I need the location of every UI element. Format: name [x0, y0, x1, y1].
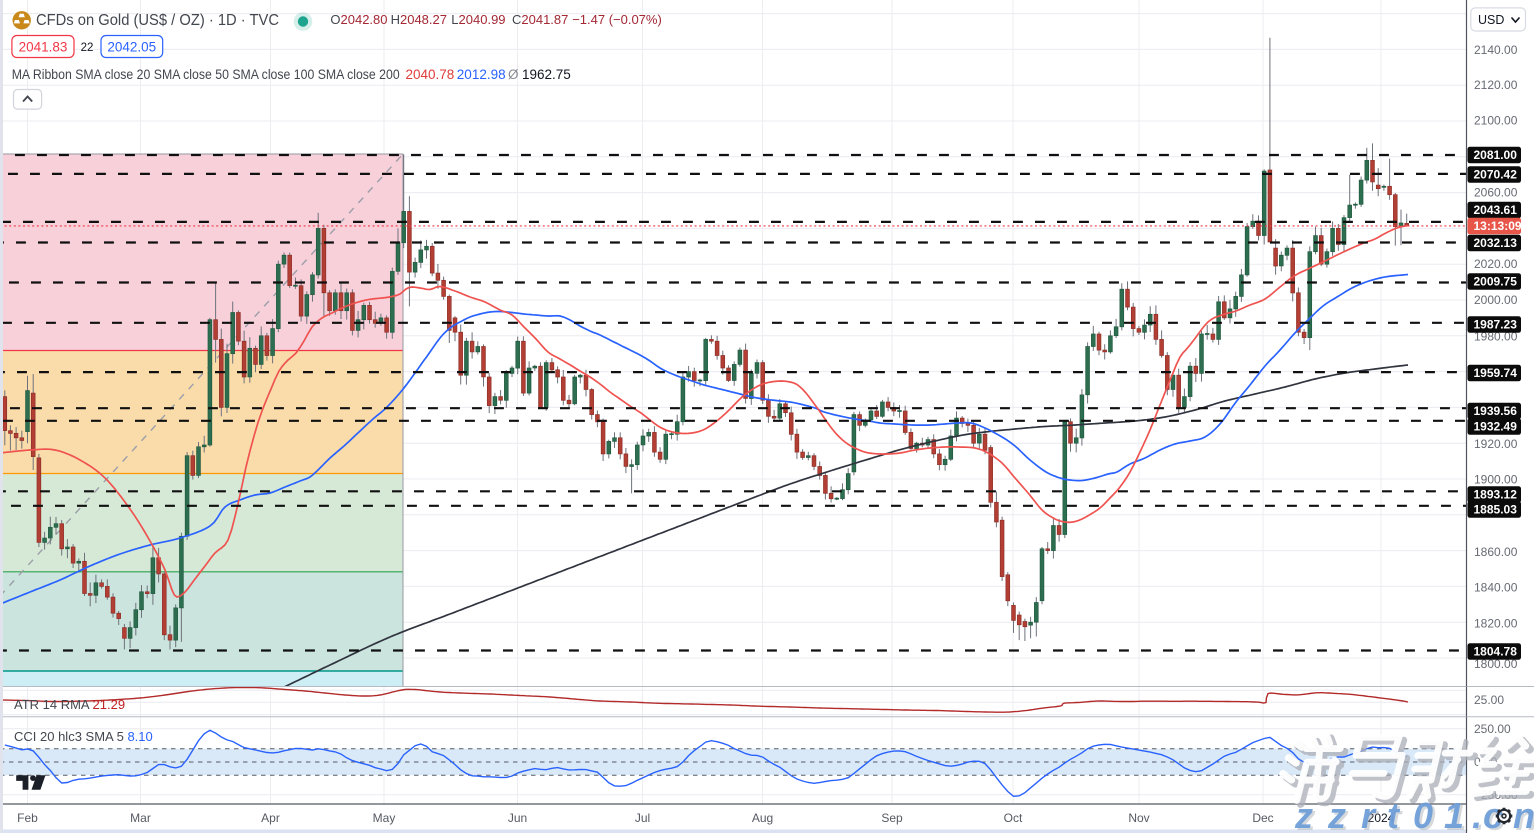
svg-text:1885.03: 1885.03: [1474, 503, 1518, 517]
svg-text:1800.00: 1800.00: [1474, 657, 1518, 671]
svg-text:USD: USD: [1478, 13, 1504, 27]
svg-text:t: t: [1390, 797, 1404, 833]
svg-text:z: z: [1294, 795, 1313, 833]
svg-text:1987.23: 1987.23: [1474, 318, 1518, 332]
svg-text:1959.74: 1959.74: [1474, 366, 1518, 380]
svg-text:r: r: [1363, 797, 1379, 833]
svg-text:Apr: Apr: [261, 811, 280, 825]
svg-text:2041.83: 2041.83: [19, 40, 68, 55]
svg-text:t: t: [1387, 795, 1401, 833]
svg-text:2042.05: 2042.05: [107, 40, 156, 55]
svg-text:2032.13: 2032.13: [1474, 236, 1518, 250]
svg-text:2043.61: 2043.61: [1474, 203, 1518, 217]
svg-text:2012.98: 2012.98: [457, 67, 506, 82]
svg-text:22: 22: [81, 42, 94, 54]
svg-text:250.00: 250.00: [1474, 722, 1511, 736]
svg-text:c: c: [1483, 795, 1503, 833]
svg-text:2020.00: 2020.00: [1474, 257, 1518, 271]
svg-text:2040.78: 2040.78: [406, 67, 455, 82]
svg-text:MA Ribbon SMA close 20 SMA clo: MA Ribbon SMA close 20 SMA close 50 SMA …: [12, 67, 400, 82]
svg-text:CCI 20 hlc3 SMA 5 8.10: CCI 20 hlc3 SMA 5 8.10: [14, 729, 153, 744]
svg-text:Oct: Oct: [1004, 811, 1023, 825]
svg-text:2120.00: 2120.00: [1474, 78, 1518, 92]
svg-text:May: May: [373, 811, 396, 825]
svg-text:1: 1: [1446, 797, 1466, 833]
svg-text:2024: 2024: [1368, 811, 1395, 825]
svg-text:1962.75: 1962.75: [522, 67, 571, 82]
svg-text:2070.42: 2070.42: [1474, 168, 1518, 182]
svg-text:1860.00: 1860.00: [1474, 545, 1518, 559]
svg-text:H2048.27: H2048.27: [391, 12, 447, 27]
svg-text:1900.00: 1900.00: [1474, 473, 1518, 487]
svg-text:r: r: [1361, 795, 1377, 833]
svg-text:z: z: [1327, 795, 1346, 833]
svg-text:.: .: [1472, 795, 1482, 833]
svg-text:ATR 14 RMA 21.29: ATR 14 RMA 21.29: [14, 697, 125, 712]
svg-text:1920.00: 1920.00: [1474, 437, 1518, 451]
svg-text:0: 0: [1413, 795, 1433, 833]
svg-text:O2042.80: O2042.80: [330, 12, 387, 27]
svg-text:L2040.99: L2040.99: [451, 12, 505, 27]
svg-text:Nov: Nov: [1128, 811, 1149, 825]
svg-text:Feb: Feb: [17, 811, 38, 825]
svg-text:Jul: Jul: [635, 811, 650, 825]
svg-text:−1.47 (−0.07%): −1.47 (−0.07%): [572, 12, 662, 27]
svg-text:c: c: [1485, 797, 1505, 833]
svg-text:n: n: [1513, 795, 1534, 833]
svg-text:2100.00: 2100.00: [1474, 114, 1518, 128]
svg-text:.: .: [1474, 797, 1484, 833]
svg-text:1820.00: 1820.00: [1474, 617, 1518, 631]
svg-text:n: n: [1516, 797, 1534, 833]
svg-text:13:13:09: 13:13:09: [1474, 219, 1522, 233]
svg-text:1840.00: 1840.00: [1474, 581, 1518, 595]
svg-text:2060.00: 2060.00: [1474, 186, 1518, 200]
svg-text:Jun: Jun: [508, 811, 527, 825]
svg-text:1: 1: [1444, 795, 1464, 833]
svg-text:1804.78: 1804.78: [1474, 645, 1518, 659]
svg-text:2000.00: 2000.00: [1474, 293, 1518, 307]
svg-text:2081.00: 2081.00: [1474, 148, 1518, 162]
svg-text:1932.49: 1932.49: [1474, 420, 1518, 434]
svg-text:2140.00: 2140.00: [1474, 43, 1518, 57]
svg-text:C2041.87: C2041.87: [512, 12, 568, 27]
svg-text:Sep: Sep: [881, 811, 903, 825]
svg-text:z: z: [1297, 797, 1316, 833]
svg-text:Dec: Dec: [1252, 811, 1273, 825]
svg-text:CFDs on Gold (US$ / OZ) · 1D ·: CFDs on Gold (US$ / OZ) · 1D · TVC: [36, 12, 279, 29]
svg-text:Mar: Mar: [130, 811, 151, 825]
svg-text:1980.00: 1980.00: [1474, 330, 1518, 344]
svg-text:1939.56: 1939.56: [1474, 404, 1518, 418]
svg-text:Aug: Aug: [752, 811, 773, 825]
svg-text:2009.75: 2009.75: [1474, 275, 1518, 289]
svg-text:25.00: 25.00: [1474, 693, 1504, 707]
svg-text:0: 0: [1415, 797, 1435, 833]
svg-text:1893.12: 1893.12: [1474, 488, 1518, 502]
svg-text:Ø: Ø: [508, 67, 519, 82]
svg-text:z: z: [1330, 797, 1349, 833]
